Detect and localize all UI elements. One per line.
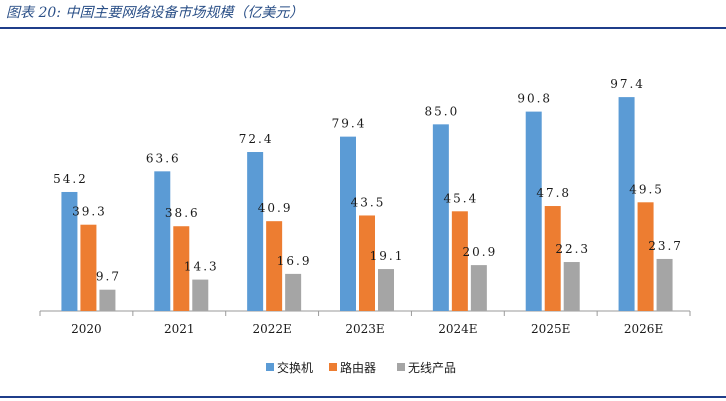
legend-swatch-switch <box>266 363 274 371</box>
bar-switch <box>247 152 264 311</box>
bar-router <box>173 226 190 311</box>
x-tick-label: 2020 <box>71 322 102 336</box>
data-label-wireless: 19.1 <box>370 249 405 263</box>
bar-wireless <box>563 262 580 311</box>
x-tick-label: 2023E <box>345 322 384 336</box>
data-label-wireless: 22.3 <box>555 242 590 256</box>
data-label-wireless: 16.9 <box>277 254 312 268</box>
bar-router <box>637 202 654 311</box>
data-label-switch: 72.4 <box>239 132 274 146</box>
legend-swatch-wireless <box>397 363 405 371</box>
data-label-router: 40.9 <box>258 201 293 215</box>
x-tick-label: 2022E <box>252 322 291 336</box>
x-tick-label: 2026E <box>624 322 663 336</box>
data-label-wireless: 20.9 <box>462 245 497 259</box>
data-label-switch: 85.0 <box>424 104 459 118</box>
x-tick-label: 2024E <box>438 322 477 336</box>
bar-router <box>80 224 97 311</box>
data-label-switch: 79.4 <box>332 117 367 131</box>
bar-wireless <box>99 289 116 311</box>
bar-wireless <box>192 279 209 311</box>
data-label-switch: 63.6 <box>146 151 181 165</box>
data-label-router: 38.6 <box>165 206 200 220</box>
data-label-wireless: 14.3 <box>184 260 219 274</box>
x-tick-label: 2025E <box>531 322 570 336</box>
data-label-wireless: 23.7 <box>648 239 683 253</box>
bar-router <box>451 211 468 311</box>
bar-switch <box>340 136 356 311</box>
bar-wireless <box>656 258 673 311</box>
bar-wireless <box>285 273 302 311</box>
data-label-switch: 97.4 <box>610 77 645 91</box>
bottom-rule <box>0 396 726 398</box>
figure-title: 图表 20: 中国主要网络设备市场规模（亿美元） <box>6 5 304 21</box>
data-label-router: 47.8 <box>536 186 571 200</box>
legend-swatch-router <box>329 363 337 371</box>
bar-switch <box>61 191 78 311</box>
data-label-router: 39.3 <box>72 205 107 219</box>
bar-switch <box>618 97 635 312</box>
bar-router <box>266 221 283 311</box>
legend-label-switch: 交换机 <box>277 360 313 375</box>
bar-switch <box>432 124 449 311</box>
bar-switch <box>525 111 542 311</box>
x-tick-label: 2021 <box>164 322 195 336</box>
data-label-switch: 54.2 <box>53 172 88 186</box>
data-label-router: 49.5 <box>629 182 664 196</box>
data-label-router: 45.4 <box>443 191 478 205</box>
data-label-wireless: 9.7 <box>96 270 121 284</box>
bar-router <box>544 206 561 311</box>
data-label-router: 43.5 <box>351 195 386 209</box>
title-underline <box>0 27 726 29</box>
data-label-switch: 90.8 <box>517 92 552 106</box>
bar-wireless <box>470 265 487 311</box>
bar-wireless <box>378 269 394 311</box>
bar-router <box>359 215 375 311</box>
legend-label-wireless: 无线产品 <box>408 361 456 375</box>
bar-switch <box>154 171 171 311</box>
legend-label-router: 路由器 <box>340 360 376 375</box>
